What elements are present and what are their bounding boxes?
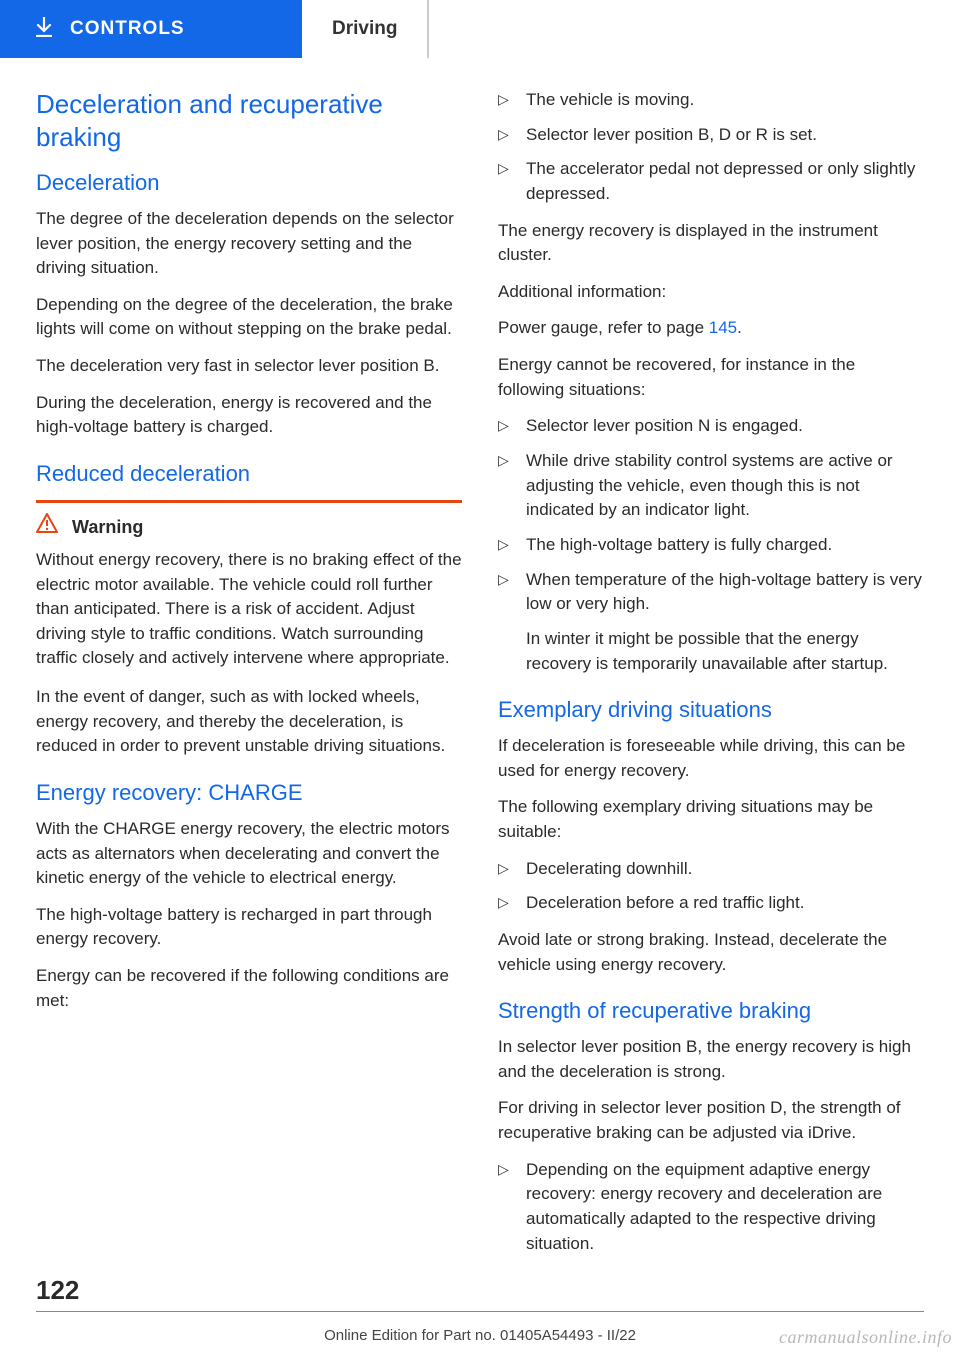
- body-text: For driving in selector lever position D…: [498, 1096, 924, 1145]
- subheading-deceleration: Deceleration: [36, 167, 462, 199]
- warning-box: Warning Without energy recovery, there i…: [36, 500, 462, 671]
- body-text: Energy can be recovered if the following…: [36, 964, 462, 1013]
- page-ref-link[interactable]: 145: [709, 318, 737, 337]
- list-item: While drive stability control systems ar…: [498, 449, 924, 523]
- body-text: In selector lever position B, the energy…: [498, 1035, 924, 1084]
- body-text: The high-voltage battery is recharged in…: [36, 903, 462, 952]
- page-header: CONTROLS Driving: [0, 0, 960, 58]
- body-text: With the CHARGE energy recovery, the ele…: [36, 817, 462, 891]
- list-text: Selector lever position N is engaged.: [526, 416, 803, 435]
- warning-triangle-icon: [36, 513, 58, 542]
- body-text: The degree of the deceleration depends o…: [36, 207, 462, 281]
- cannot-list: Selector lever position N is engaged. Wh…: [498, 414, 924, 676]
- power-gauge-suffix: .: [737, 318, 742, 337]
- body-text: During the deceleration, energy is recov…: [36, 391, 462, 440]
- list-item: When temperature of the high-voltage bat…: [498, 568, 924, 677]
- body-text: The following exemplary driving situatio…: [498, 795, 924, 844]
- list-text: The vehicle is moving.: [526, 90, 694, 109]
- header-controls-label: CONTROLS: [70, 18, 185, 40]
- body-text: Additional information:: [498, 280, 924, 305]
- warning-label: Warning: [72, 514, 143, 540]
- header-section-label: Driving: [332, 18, 397, 40]
- body-text: The deceleration very fast in selector l…: [36, 354, 462, 379]
- body-text: Energy cannot be recovered, for instance…: [498, 353, 924, 402]
- warning-body: Without energy recovery, there is no bra…: [36, 548, 462, 671]
- list-text: The high-voltage battery is fully charge…: [526, 535, 832, 554]
- download-arrow-icon: [36, 17, 52, 42]
- subheading-charge: Energy recovery: CHARGE: [36, 777, 462, 809]
- list-text: Deceleration before a red traffic light.: [526, 893, 804, 912]
- list-subtext: In winter it might be possible that the …: [526, 627, 924, 676]
- list-text: The accelerator pedal not depressed or o…: [526, 159, 915, 203]
- list-item: Selector lever position N is engaged.: [498, 414, 924, 439]
- list-item: Decelerating downhill.: [498, 857, 924, 882]
- body-text: If deceleration is foreseeable while dri…: [498, 734, 924, 783]
- list-text: Decelerating downhill.: [526, 859, 692, 878]
- warning-title: Warning: [36, 513, 462, 542]
- exemplary-list: Decelerating downhill. Deceleration befo…: [498, 857, 924, 916]
- list-text: Depending on the equipment adaptive ener…: [526, 1160, 882, 1253]
- list-item: The vehicle is moving.: [498, 88, 924, 113]
- subheading-exemplary: Exemplary driving situations: [498, 694, 924, 726]
- header-section-tab: Driving: [302, 0, 429, 58]
- left-column: Deceleration and recuperative braking De…: [36, 88, 462, 1268]
- power-gauge-prefix: Power gauge, refer to page: [498, 318, 709, 337]
- list-item: Depending on the equipment adaptive ener…: [498, 1158, 924, 1257]
- list-item: Deceleration before a red traffic light.: [498, 891, 924, 916]
- subheading-strength: Strength of recuperative braking: [498, 995, 924, 1027]
- body-text: Avoid late or strong braking. Instead, d…: [498, 928, 924, 977]
- list-item: Selector lever position B, D or R is set…: [498, 123, 924, 148]
- main-heading: Deceleration and recuperative braking: [36, 88, 462, 153]
- list-text: Selector lever position B, D or R is set…: [526, 125, 817, 144]
- header-controls-tab: CONTROLS: [0, 0, 302, 58]
- list-item: The high-voltage battery is fully charge…: [498, 533, 924, 558]
- body-text: Power gauge, refer to page 145.: [498, 316, 924, 341]
- subheading-reduced: Reduced deceleration: [36, 458, 462, 490]
- conditions-list: The vehicle is moving. Selector lever po…: [498, 88, 924, 207]
- body-text: In the event of danger, such as with loc…: [36, 685, 462, 759]
- right-column: The vehicle is moving. Selector lever po…: [498, 88, 924, 1268]
- strength-list: Depending on the equipment adaptive ener…: [498, 1158, 924, 1257]
- page-number: 122: [36, 1275, 79, 1306]
- list-text: While drive stability control systems ar…: [526, 451, 893, 519]
- list-text: When temperature of the high-voltage bat…: [526, 570, 922, 614]
- watermark: carmanualsonline.info: [779, 1327, 952, 1348]
- page-content: Deceleration and recuperative braking De…: [0, 58, 960, 1268]
- body-text: Depending on the degree of the decelerat…: [36, 293, 462, 342]
- footer-rule: [36, 1311, 924, 1312]
- list-item: The accelerator pedal not depressed or o…: [498, 157, 924, 206]
- body-text: The energy recovery is displayed in the …: [498, 219, 924, 268]
